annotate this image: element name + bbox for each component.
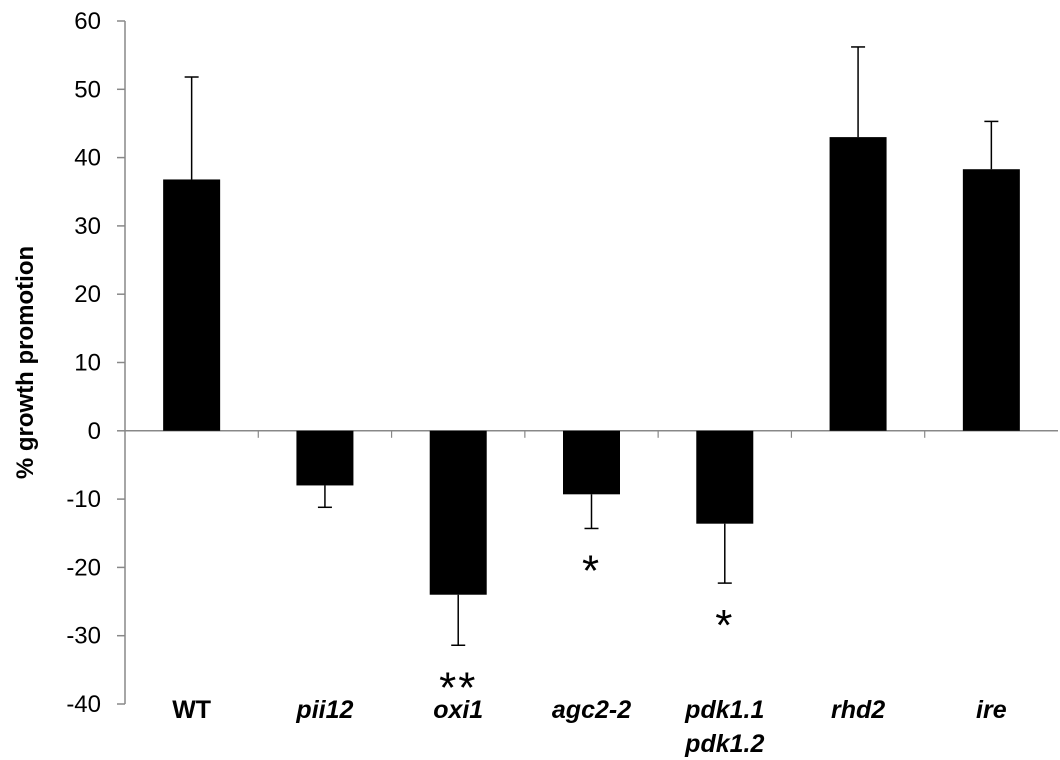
bar	[296, 430, 354, 486]
category-label: agc2-2	[552, 696, 631, 724]
y-tick-label: 10	[74, 350, 101, 377]
y-tick-label: -30	[66, 623, 101, 650]
x-axis-ticks	[257, 430, 926, 438]
bar	[163, 179, 221, 431]
category-label: rhd2	[831, 696, 885, 724]
y-tick-label: 60	[74, 8, 101, 35]
y-axis-title: % growth promotion	[12, 246, 39, 479]
y-axis-ticks: 60 50 40 30 20 10 0 -10 -20 -30 -40	[66, 8, 125, 718]
y-tick-label: 0	[88, 418, 101, 445]
bar	[563, 430, 620, 495]
category-label: oxi1	[433, 696, 483, 724]
category-labels-group: WT pii12 oxi1 agc2-2 pdk1.1 pdk1.2 rhd2 ire	[172, 696, 1007, 758]
y-tick-label: -20	[66, 554, 101, 581]
y-tick-label: 30	[74, 213, 101, 240]
significance-mark: *	[715, 601, 734, 650]
category-label: ire	[976, 696, 1007, 724]
y-tick-label: 20	[74, 281, 101, 308]
category-label: pdk1.2	[684, 730, 764, 758]
bar	[962, 169, 1020, 431]
bars-group	[163, 137, 1020, 595]
bar	[696, 430, 754, 524]
y-tick-label: -10	[66, 486, 101, 513]
significance-marks-group: ****	[439, 546, 734, 712]
bar	[829, 137, 887, 431]
y-tick-label: 40	[74, 145, 101, 172]
significance-mark: **	[439, 663, 477, 712]
bar	[429, 430, 487, 595]
y-tick-label: -40	[66, 691, 101, 718]
y-tick-label: 50	[74, 76, 101, 103]
category-label: pii12	[295, 696, 353, 724]
category-label: pdk1.1	[684, 696, 764, 724]
error-bars-group	[184, 46, 999, 647]
significance-mark: *	[582, 546, 601, 595]
category-label: WT	[172, 696, 211, 724]
